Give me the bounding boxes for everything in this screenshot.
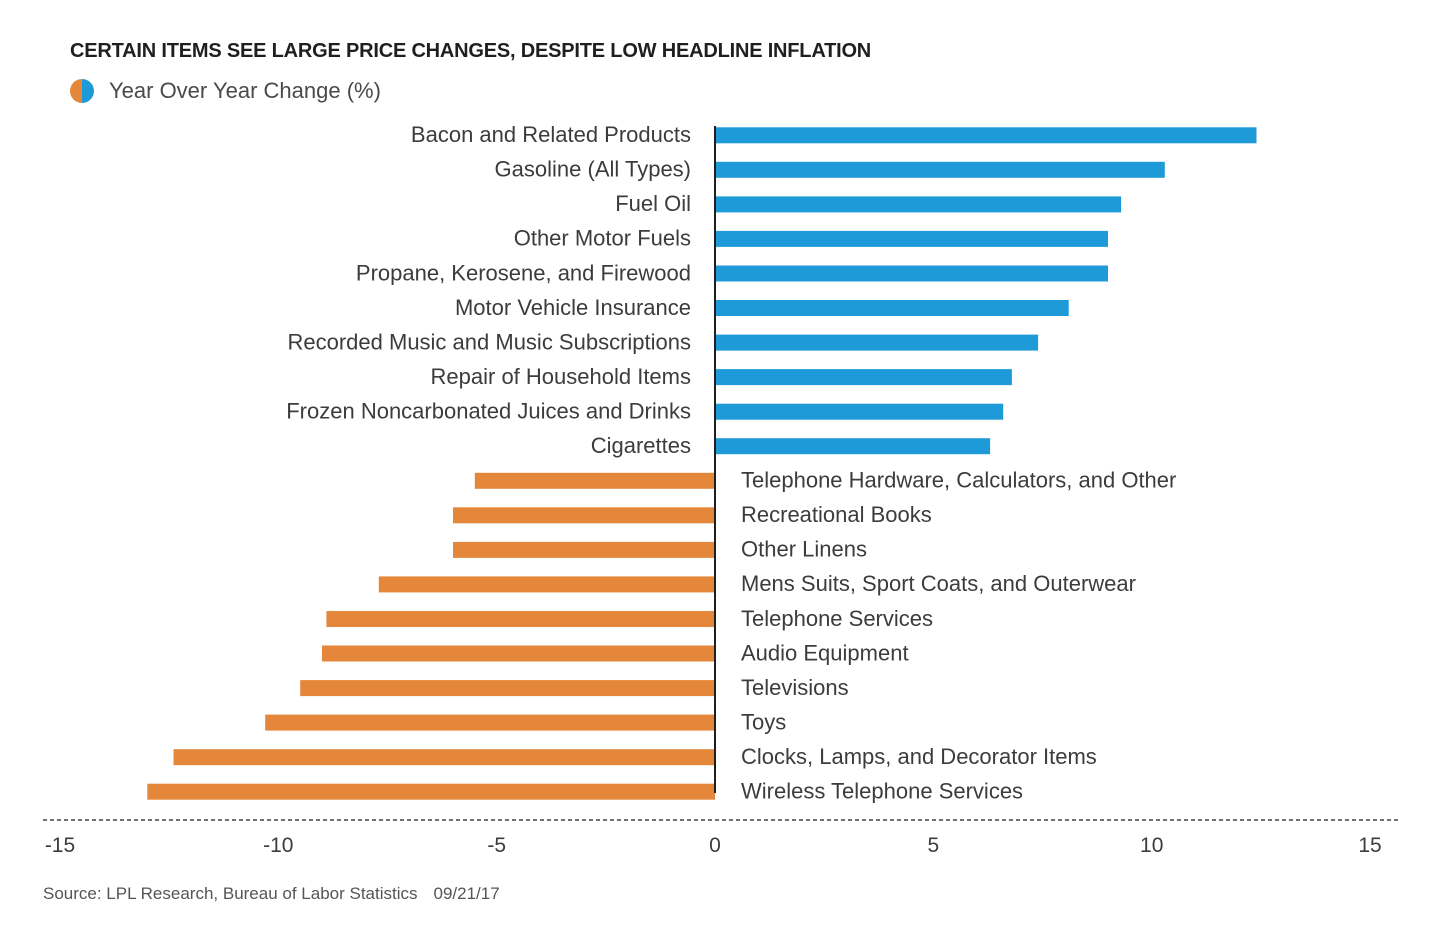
source-text: Source: LPL Research, Bureau of Labor St… [43,884,418,903]
x-tick-label: -15 [45,834,75,857]
category-label: Motor Vehicle Insurance [455,295,691,320]
category-label: Mens Suits, Sport Coats, and Outerwear [741,571,1136,596]
bar-frozen-noncarbonated-juices-and-drinks [715,403,1004,420]
x-tick-label: 10 [1140,834,1163,857]
category-label: Gasoline (All Types) [495,157,691,182]
legend: Year Over Year Change (%) [70,78,381,104]
x-tick-label: 15 [1358,834,1381,857]
bar-toys [265,714,715,731]
x-tick-label: 5 [927,834,939,857]
bar-telephone-hardware-calculators-and-other [474,472,715,489]
legend-positive-half [82,79,94,103]
bar-other-linens [453,541,715,558]
category-label: Cigarettes [591,433,691,458]
chart-title: CERTAIN ITEMS SEE LARGE PRICE CHANGES, D… [70,40,872,62]
bar-recreational-books [453,507,715,524]
category-labels: Bacon and Related Products Gasoline (All … [286,122,1176,803]
legend-label: Year Over Year Change (%) [109,78,381,103]
bar-wireless-telephone-services [147,783,716,800]
category-label: Recorded Music and Music Subscriptions [287,329,691,354]
x-axis-tick-labels: -15 -10 -5 0 5 10 15 [45,834,1382,857]
category-label: Wireless Telephone Services [741,779,1023,804]
bar-other-motor-fuels [715,230,1108,247]
bar-audio-equipment [322,645,715,662]
legend-negative-half [70,79,82,103]
bar-telephone-services [326,611,715,627]
bars [147,127,1257,800]
x-tick-label: -10 [263,834,293,857]
bar-mens-suits-sport-coats-and-outerwear [378,576,715,593]
category-label: Telephone Hardware, Calculators, and Oth… [741,468,1176,493]
category-label: Propane, Kerosene, and Firewood [356,260,691,285]
bar-televisions [300,680,715,697]
source-note: Source: LPL Research, Bureau of Labor St… [43,884,500,904]
category-label: Televisions [741,675,849,700]
category-label: Fuel Oil [615,191,691,216]
bar-motor-vehicle-insurance [715,300,1069,316]
bar-recorded-music-and-music-subscriptions [715,334,1039,351]
bar-fuel-oil [715,196,1122,213]
source-date: 09/21/17 [433,884,500,903]
category-label: Telephone Services [741,606,933,631]
category-label: Audio Equipment [741,640,909,665]
category-label: Clocks, Lamps, and Decorator Items [741,744,1097,769]
category-label: Frozen Noncarbonated Juices and Drinks [286,399,691,424]
category-label: Bacon and Related Products [411,122,691,147]
category-label: Toys [741,709,786,734]
bar-gasoline-all-types [715,161,1165,178]
bar-chart: Bacon and Related Products Gasoline (All … [43,122,1398,857]
category-label: Repair of Household Items [431,364,691,389]
x-tick-label: 0 [709,834,721,857]
category-label: Other Motor Fuels [514,226,691,251]
x-tick-label: -5 [487,834,506,857]
legend-swatch-icon [70,79,94,103]
category-label: Recreational Books [741,502,932,527]
bar-cigarettes [715,438,991,455]
bar-repair-of-household-items [715,369,1012,386]
bar-bacon-and-related-products [715,127,1257,144]
bar-propane-kerosene-and-firewood [715,265,1108,282]
category-label: Other Linens [741,537,867,562]
bar-clocks-lamps-and-decorator-items [173,749,715,766]
